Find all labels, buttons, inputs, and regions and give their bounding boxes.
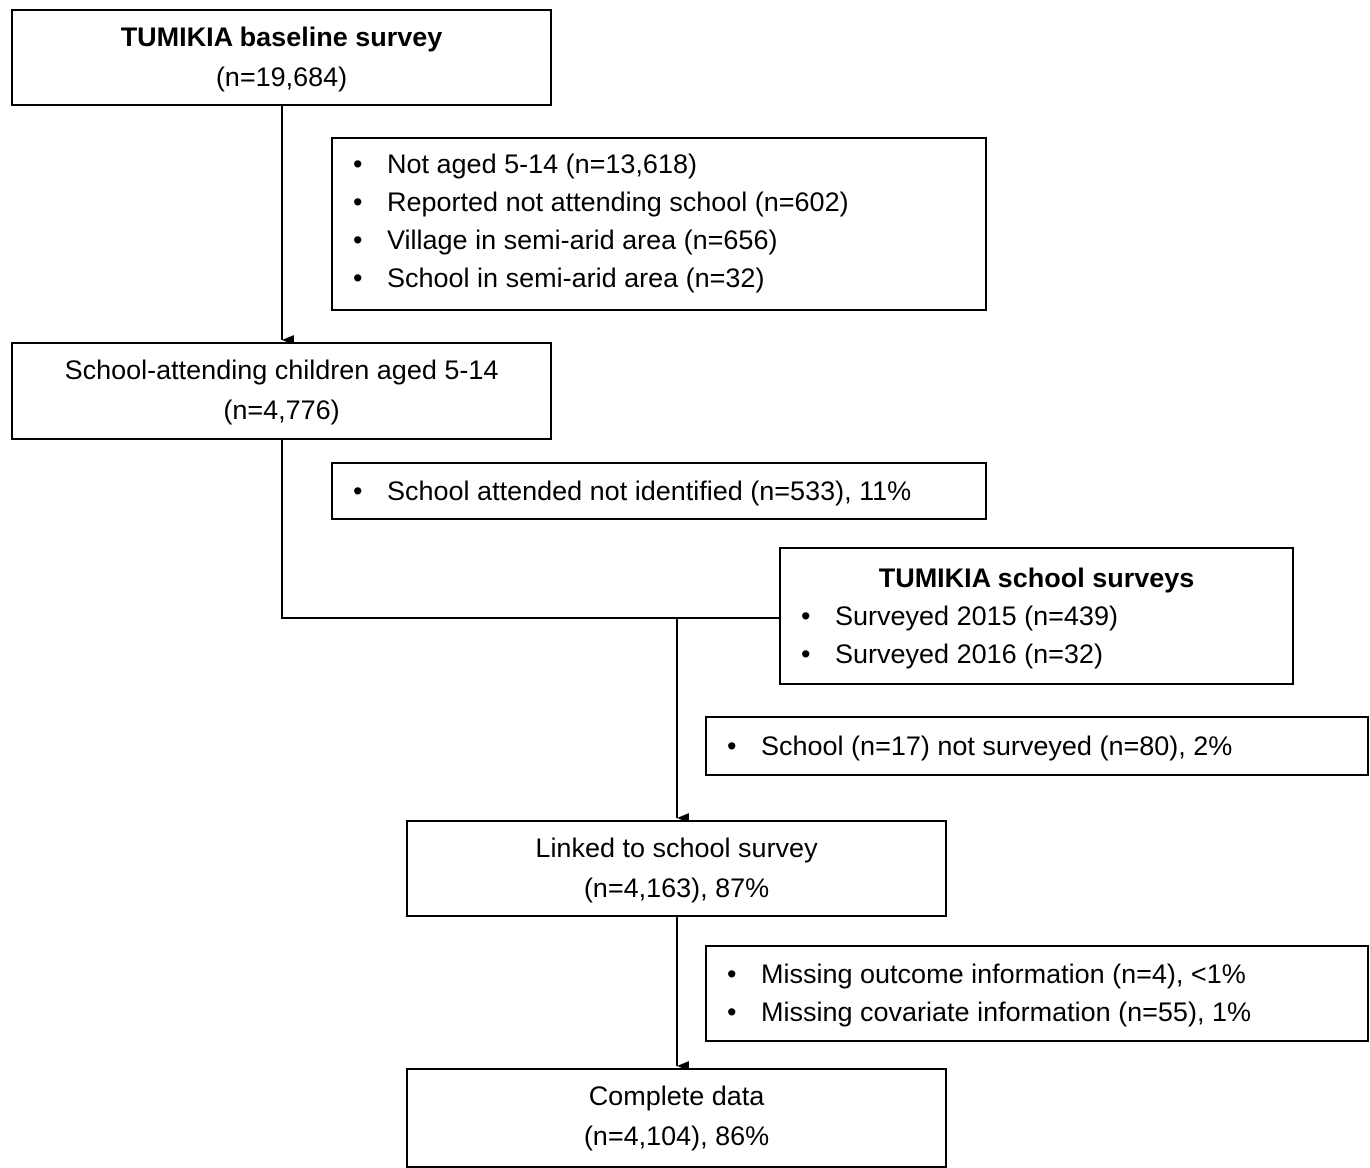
school-surveys-box: TUMIKIA school surveys Surveyed 2015 (n=… — [779, 547, 1294, 685]
list-item: School (n=17) not surveyed (n=80), 2% — [707, 727, 1367, 765]
complete-data-box: Complete data (n=4,104), 86% — [406, 1068, 947, 1168]
exclusion-box-4: Missing outcome information (n=4), <1% M… — [705, 945, 1369, 1042]
list-item: Village in semi-arid area (n=656) — [333, 221, 985, 259]
linked-count: (n=4,163), 87% — [583, 873, 770, 903]
baseline-survey-count: (n=19,684) — [215, 62, 348, 92]
list-item: Missing covariate information (n=55), 1% — [707, 993, 1367, 1031]
exclusion-box-1: Not aged 5-14 (n=13,618) Reported not at… — [331, 137, 987, 311]
list-item: Missing outcome information (n=4), <1% — [707, 955, 1367, 993]
school-attending-box: School-attending children aged 5-14 (n=4… — [11, 342, 552, 440]
list-item: Reported not attending school (n=602) — [333, 183, 985, 221]
exclusion-box-3: School (n=17) not surveyed (n=80), 2% — [705, 716, 1369, 776]
baseline-survey-box: TUMIKIA baseline survey (n=19,684) — [11, 9, 552, 106]
exclusion-list-1: Not aged 5-14 (n=13,618) Reported not at… — [333, 145, 985, 297]
exclusion-list-2: School attended not identified (n=533), … — [333, 472, 985, 510]
complete-data-title: Complete data — [588, 1081, 765, 1111]
school-attending-count: (n=4,776) — [223, 395, 340, 425]
line-attending-to-junction — [281, 440, 780, 619]
list-item: Surveyed 2016 (n=32) — [781, 635, 1292, 673]
exclusion-list-4: Missing outcome information (n=4), <1% M… — [707, 955, 1367, 1031]
linked-title: Linked to school survey — [535, 833, 818, 863]
school-attending-title: School-attending children aged 5-14 — [64, 355, 499, 385]
exclusion-list-3: School (n=17) not surveyed (n=80), 2% — [707, 727, 1367, 765]
list-item: School attended not identified (n=533), … — [333, 472, 985, 510]
complete-data-count: (n=4,104), 86% — [583, 1121, 770, 1151]
linked-box: Linked to school survey (n=4,163), 87% — [406, 820, 947, 917]
list-item: Not aged 5-14 (n=13,618) — [333, 145, 985, 183]
baseline-survey-title: TUMIKIA baseline survey — [120, 22, 443, 52]
exclusion-box-2: School attended not identified (n=533), … — [331, 462, 987, 520]
list-item: School in semi-arid area (n=32) — [333, 259, 985, 297]
list-item: Surveyed 2015 (n=439) — [781, 597, 1292, 635]
school-surveys-list: Surveyed 2015 (n=439) Surveyed 2016 (n=3… — [781, 597, 1292, 673]
school-surveys-title: TUMIKIA school surveys — [878, 563, 1195, 593]
